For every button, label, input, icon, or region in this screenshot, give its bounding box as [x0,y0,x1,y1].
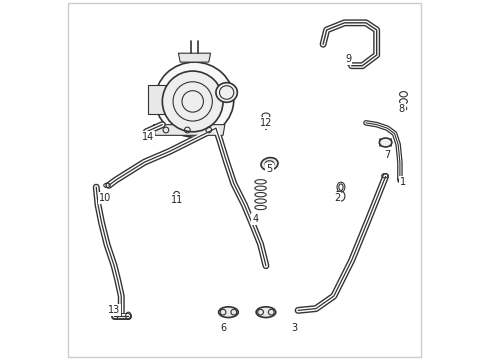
Polygon shape [148,85,165,114]
Ellipse shape [218,307,238,318]
Ellipse shape [261,158,278,170]
Ellipse shape [256,307,275,318]
Text: 6: 6 [220,323,225,333]
Text: 14: 14 [142,132,154,142]
Text: 10: 10 [99,193,111,203]
Text: 12: 12 [259,118,271,128]
Text: 11: 11 [170,195,183,204]
Text: 13: 13 [108,305,120,315]
Text: 2: 2 [334,193,340,203]
Polygon shape [178,53,210,62]
Text: 3: 3 [291,323,297,333]
Ellipse shape [379,138,391,147]
Ellipse shape [155,62,233,137]
Ellipse shape [216,83,237,102]
Text: 7: 7 [384,150,390,160]
Text: 1: 1 [400,177,406,187]
Text: 4: 4 [252,214,258,224]
Text: 8: 8 [398,104,404,113]
Text: 9: 9 [345,54,350,64]
Circle shape [162,71,223,132]
Text: 5: 5 [266,164,272,174]
Polygon shape [153,125,224,135]
